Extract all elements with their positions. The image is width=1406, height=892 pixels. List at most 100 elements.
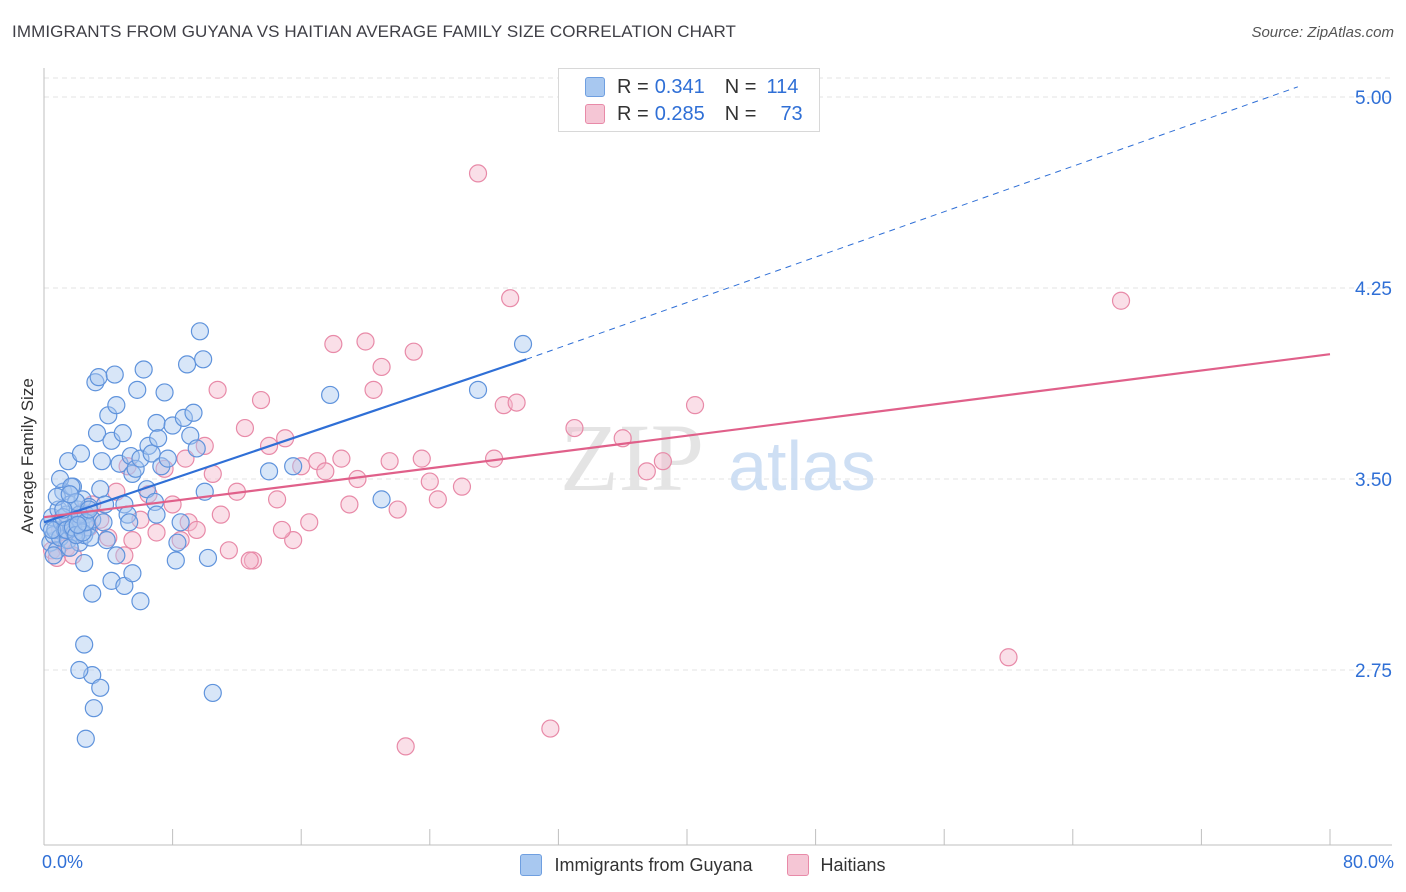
legend-n-label: N =	[724, 102, 757, 125]
data-point	[541, 719, 560, 738]
data-point	[177, 355, 197, 374]
data-point	[147, 523, 166, 542]
data-point	[94, 513, 113, 532]
data-point	[685, 396, 705, 415]
data-point	[468, 164, 488, 183]
data-point	[194, 350, 213, 369]
data-point	[198, 548, 218, 568]
data-point	[404, 342, 423, 361]
data-point	[155, 459, 174, 478]
data-point	[412, 449, 431, 468]
x-tick-min: 0.0%	[42, 852, 84, 872]
data-point	[211, 505, 230, 524]
legend-swatch-blue	[585, 77, 605, 97]
data-point	[653, 452, 672, 471]
legend-swatch-pink	[786, 854, 809, 876]
data-point	[235, 418, 255, 438]
watermark: ZIP atlas	[560, 404, 876, 511]
data-point	[147, 505, 166, 524]
data-point	[340, 495, 359, 514]
data-point	[184, 403, 203, 422]
data-point	[123, 464, 142, 484]
data-point	[131, 592, 150, 611]
data-point	[83, 584, 102, 603]
data-point	[126, 459, 145, 478]
data-point	[91, 678, 110, 697]
source-label: Source: ZipAtlas.com	[1251, 24, 1394, 41]
data-point	[187, 520, 206, 540]
data-point	[68, 515, 87, 534]
data-point	[163, 495, 182, 514]
data-point	[507, 393, 526, 412]
data-point	[158, 449, 177, 468]
data-point	[284, 531, 303, 550]
data-point	[999, 648, 1018, 667]
x-tick-max: 80.0%	[1342, 852, 1394, 872]
data-point	[300, 513, 319, 532]
data-point	[501, 289, 520, 308]
legend-n-value: 73	[780, 102, 803, 125]
data-point	[171, 513, 190, 532]
data-point	[123, 564, 142, 583]
data-point	[240, 551, 259, 570]
data-point	[60, 485, 79, 504]
watermark-zip: ZIP	[560, 404, 704, 511]
data-point	[332, 449, 351, 468]
axes	[43, 68, 1392, 846]
data-point	[637, 462, 656, 481]
y-tick-label: 4.25	[1355, 279, 1392, 300]
legend-row-haitians: R = 0.285 N = 73	[585, 102, 803, 126]
data-point	[123, 531, 142, 550]
data-point	[272, 520, 292, 540]
trend-lines	[43, 86, 1331, 524]
data-point	[388, 500, 407, 519]
y-tick-label: 2.75	[1355, 661, 1392, 682]
legend-label-haitians: Haitians	[820, 854, 886, 875]
data-point	[92, 452, 111, 471]
data-point	[166, 551, 185, 570]
legend-r-value: 0.285	[654, 102, 705, 125]
data-point	[134, 360, 153, 379]
data-point	[364, 380, 383, 399]
data-point	[42, 520, 62, 540]
data-point	[1111, 291, 1131, 310]
data-point	[380, 452, 399, 471]
data-point	[71, 444, 91, 463]
data-point	[176, 449, 195, 468]
data-point	[190, 322, 210, 341]
data-point	[107, 396, 126, 415]
watermark-atlas: atlas	[728, 427, 876, 505]
data-point	[316, 462, 335, 481]
data-point	[168, 533, 187, 552]
data-point	[155, 383, 174, 402]
y-tick-label: 5.00	[1355, 88, 1392, 109]
legend-r-label: R =	[617, 75, 649, 98]
data-point	[396, 737, 415, 756]
legend-row-guyana: R = 0.341 N = 114	[585, 75, 798, 99]
series-legend: Immigrants from Guyana Haitians	[0, 852, 1406, 878]
data-point	[76, 729, 95, 748]
data-point	[75, 553, 94, 573]
data-point	[84, 699, 103, 718]
data-point	[259, 462, 279, 481]
data-point	[251, 390, 271, 410]
data-point	[142, 444, 161, 463]
data-point	[149, 429, 168, 448]
data-point	[75, 635, 94, 654]
data-point	[113, 424, 132, 443]
data-point	[86, 373, 105, 392]
legend-item-guyana: Immigrants from Guyana	[520, 852, 753, 878]
legend-swatch-pink	[585, 104, 605, 124]
data-point	[152, 457, 171, 476]
data-point	[565, 418, 584, 438]
data-point	[468, 380, 488, 399]
legend-label-guyana: Immigrants from Guyana	[554, 854, 753, 875]
data-point	[324, 334, 343, 354]
data-point	[284, 457, 303, 476]
data-point	[208, 380, 227, 399]
data-point	[321, 385, 340, 405]
data-point	[452, 477, 472, 496]
legend-item-haitians: Haitians	[786, 852, 886, 878]
legend-n-value: 114	[766, 75, 799, 98]
